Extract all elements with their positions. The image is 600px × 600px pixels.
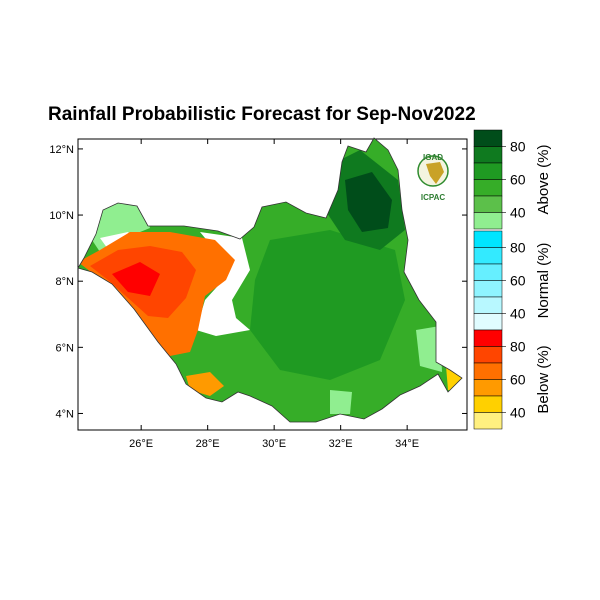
colorbar-below-title: Below (%) (535, 345, 552, 413)
logo-top-text: IGAD (423, 153, 443, 162)
map-title: Rainfall Probabilistic Forecast for Sep-… (48, 104, 476, 125)
colorbar-above-title: Above (%) (535, 144, 552, 214)
colorbar-above-label: 60 (510, 172, 526, 188)
colorbar-normal-swatch (473, 296, 503, 314)
colorbar-normal-title: Normal (%) (535, 243, 552, 319)
colorbar-below-swatch (473, 329, 503, 347)
colorbar-below-swatch (473, 346, 503, 364)
colorbar-normal-swatch (473, 230, 503, 248)
lon-tick-label: 30°E (262, 438, 286, 450)
colorbar-normal-swatch (473, 263, 503, 281)
colorbar-below-swatch (473, 379, 503, 397)
colorbar-above-swatch (473, 195, 503, 213)
colorbar-above-swatch (473, 162, 503, 180)
colorbar-normal-label: 40 (510, 306, 526, 322)
colorbar-below-label: 60 (510, 372, 526, 388)
logo-bottom-text: ICPAC (421, 193, 446, 202)
region-north-east-dark (345, 172, 392, 232)
country-outline (77, 137, 463, 423)
lat-tick-label: 8°N (56, 276, 75, 288)
colorbar-normal-swatch (473, 247, 503, 265)
colorbar-normal-swatch (473, 313, 503, 331)
colorbar-below-swatch (473, 395, 503, 413)
lon-tick-label: 32°E (329, 438, 353, 450)
colorbar-normal-label: 60 (510, 273, 526, 289)
colorbar-normal-label: 80 (510, 240, 526, 256)
region-east-light-green (416, 326, 442, 372)
colorbar-above-swatch (473, 129, 503, 147)
colorbar-below-swatch (473, 412, 503, 430)
colorbar-above-swatch (473, 146, 503, 164)
lat-tick-label: 6°N (56, 342, 75, 354)
colorbar-above-label: 40 (510, 205, 526, 221)
lon-tick-label: 26°E (129, 438, 153, 450)
region-mid-green (250, 230, 405, 380)
colorbar-normal-swatch (473, 280, 503, 298)
icpac-logo: IGAD ICPAC (417, 153, 449, 202)
region-west-red-spot (112, 262, 160, 296)
region-white-gap (196, 232, 250, 336)
lat-tick-label: 4°N (56, 408, 75, 420)
lat-tick-label: 10°N (49, 210, 74, 222)
colorbar-above-label: 80 (510, 139, 526, 155)
lon-tick-label: 34°E (395, 438, 419, 450)
logo-africa-icon (426, 162, 444, 184)
lon-tick-label: 28°E (196, 438, 220, 450)
region-south-west-small (186, 372, 224, 396)
lat-tick-label: 12°N (49, 144, 74, 156)
region-south-light-green (330, 390, 352, 414)
colorbar-above-swatch (473, 212, 503, 230)
colorbar-below-label: 80 (510, 339, 526, 355)
colorbar-above-swatch (473, 179, 503, 197)
colorbar-below-label: 40 (510, 405, 526, 421)
colorbar-below-swatch (473, 362, 503, 380)
